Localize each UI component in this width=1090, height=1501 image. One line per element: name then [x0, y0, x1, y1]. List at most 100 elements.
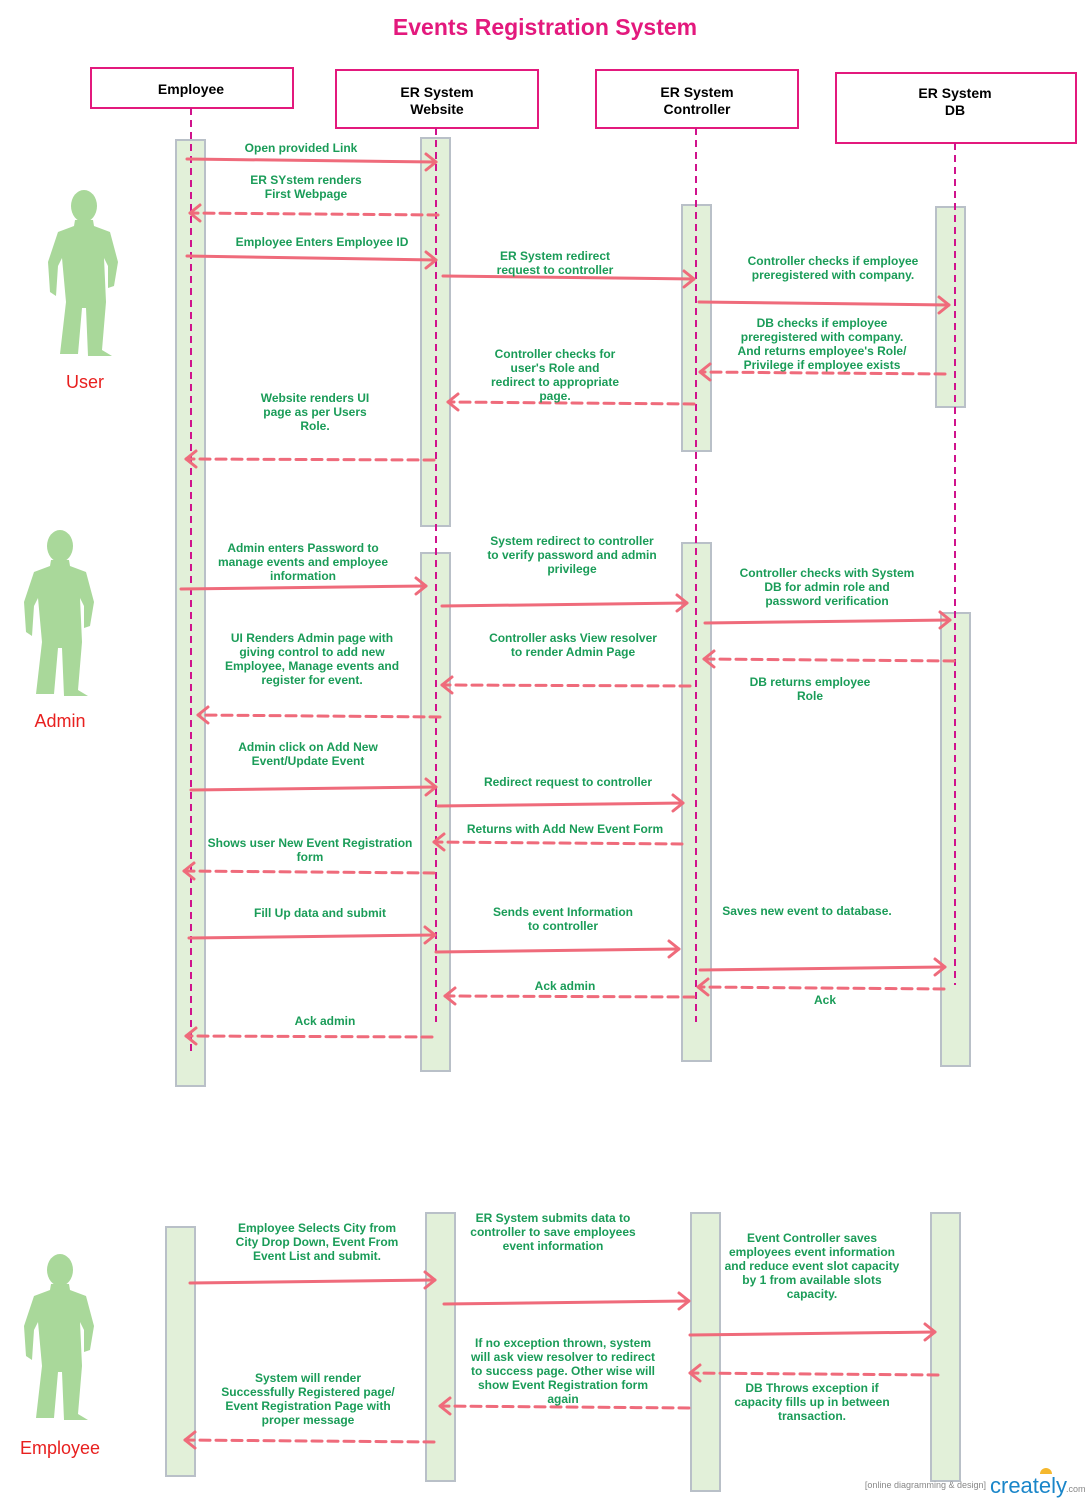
message-label: Saves new event to database. [722, 904, 891, 918]
message-label-line: ER System redirect [500, 249, 610, 263]
message-label: Sends event Information to controller [493, 905, 633, 933]
message-label-line: Employee Enters Employee ID [236, 235, 409, 249]
message-label-line: DB returns employee [750, 675, 871, 689]
message-arrow [187, 925, 437, 945]
message-label-line: capacity. [787, 1287, 837, 1301]
message-label: Controller asks View resolver to render A… [489, 631, 657, 659]
message-label-line: user's Role and [511, 361, 600, 375]
sun-icon [1040, 1468, 1052, 1474]
message-label-line: to controller [528, 919, 598, 933]
message-arrow [432, 832, 684, 852]
message-label-line: request to controller [497, 263, 614, 277]
message-label-line: Event List and submit. [253, 1249, 381, 1263]
message-arrow [440, 593, 689, 613]
participant-label-website-line2: Website [410, 101, 464, 117]
message-arrow [688, 1363, 940, 1383]
message-arrow [698, 362, 947, 382]
message-label-line: giving control to add new [239, 645, 385, 659]
message-label: Admin enters Password to manage events an… [218, 541, 388, 583]
participant-label-controller-line1: ER System [660, 84, 733, 100]
message-label-line: First Webpage [265, 187, 348, 201]
message-label-line: DB Throws exception if [745, 1381, 879, 1395]
message-label-line: DB for admin role and [764, 580, 889, 594]
message-label-line: System will render [255, 1371, 361, 1385]
message-label-line: controller to save employees [470, 1225, 636, 1239]
message-arrow [696, 977, 946, 997]
message-label-line: Event Registration Page with [225, 1399, 390, 1413]
participant-box-db [835, 72, 1077, 144]
message-label-line: transaction. [778, 1409, 846, 1423]
actor-label-employee: Employee [20, 1438, 100, 1458]
message-label-line: form [297, 850, 324, 864]
message-label-line: Controller checks for [495, 347, 616, 361]
message-label-line: Sends event Information [493, 905, 633, 919]
message-label: Website renders UI page as per Users Role. [261, 391, 369, 433]
message-label-line: privilege [547, 562, 597, 576]
message-label-line: manage events and employee [218, 555, 388, 569]
activation-bar-db-3 [930, 1212, 961, 1482]
message-label-line: Role [797, 689, 823, 703]
message-label-line: to render Admin Page [511, 645, 636, 659]
message-label-line: ER System submits data to [476, 1211, 631, 1225]
message-label: Controller checks with System DB for admi… [740, 566, 915, 608]
message-label-line: preregistered with company. [752, 268, 915, 282]
message-arrow [446, 392, 696, 412]
message-label-line: redirect to appropriate [491, 375, 619, 389]
message-label-line: page as per Users [263, 405, 367, 419]
message-label-line: password verification [765, 594, 888, 608]
diagram-title: Events Registration System [393, 14, 697, 40]
participant-label-controller-line2: Controller [664, 101, 731, 117]
message-label: Controller checks if employee preregister… [748, 254, 919, 282]
message-arrow [702, 649, 956, 669]
message-arrow [443, 986, 696, 1006]
message-arrow [440, 675, 692, 695]
message-label: ER SYstem renders First Webpage [250, 173, 362, 201]
message-arrow [184, 1026, 434, 1046]
message-label: Employee Enters Employee ID [236, 235, 409, 249]
message-arrow [189, 777, 438, 797]
message-arrow [185, 250, 438, 270]
message-label: Shows user New Event Registration form [208, 836, 413, 864]
message-label: System redirect to controller to verify p… [487, 534, 656, 576]
message-label-line: Privilege if employee exists [744, 358, 901, 372]
message-arrow [438, 1396, 691, 1416]
participant-box-employee [90, 67, 294, 109]
message-label-line: City Drop Down, Event From [236, 1235, 399, 1249]
message-label-line: DB checks if employee [757, 316, 888, 330]
message-arrow [434, 939, 681, 959]
activation-bar-website-3 [425, 1212, 456, 1482]
message-label-line: Role. [300, 419, 329, 433]
watermark-tagline: [online diagramming & design] [865, 1480, 986, 1490]
message-label: Employee Selects City from City Drop Down… [236, 1221, 399, 1263]
message-label-line: UI Renders Admin page with [231, 631, 393, 645]
message-label-line: Employee, Manage events and [225, 659, 399, 673]
message-label-line: Ack [814, 993, 836, 1007]
activation-bar-controller-3 [690, 1212, 721, 1492]
message-arrow [182, 861, 436, 881]
message-label: Fill Up data and submit [254, 906, 386, 920]
message-label-line: Controller checks if employee [748, 254, 919, 268]
message-label: Admin click on Add New Event/Update Event [238, 740, 378, 768]
message-arrow [196, 705, 442, 725]
message-arrow [185, 152, 438, 172]
person-silhouette-icon [24, 1254, 94, 1420]
message-label-line: Website renders UI [261, 391, 369, 405]
message-label: Ack admin [295, 1014, 356, 1028]
actor-label-admin: Admin [34, 711, 85, 731]
message-label-line: Controller asks View resolver [489, 631, 657, 645]
message-arrow [442, 1291, 691, 1311]
message-label: UI Renders Admin page with giving control… [225, 631, 399, 687]
message-label-line: preregistered with company. [741, 330, 904, 344]
message-label-line: Employee Selects City from [238, 1221, 396, 1235]
participant-label-employee: Employee [158, 81, 224, 97]
message-label-line: ER SYstem renders [250, 173, 362, 187]
participant-label-website-line1: ER System [400, 84, 473, 100]
message-label-line: employees event information [729, 1245, 895, 1259]
person-silhouette-icon [48, 190, 118, 356]
message-label-line: Admin click on Add New [238, 740, 378, 754]
message-label: If no exception thrown, system will ask v… [470, 1336, 655, 1406]
watermark-suffix: .com [1066, 1484, 1086, 1494]
message-label: Event Controller saves employees event in… [725, 1231, 900, 1301]
message-label-line: Returns with Add New Event Form [467, 822, 663, 836]
